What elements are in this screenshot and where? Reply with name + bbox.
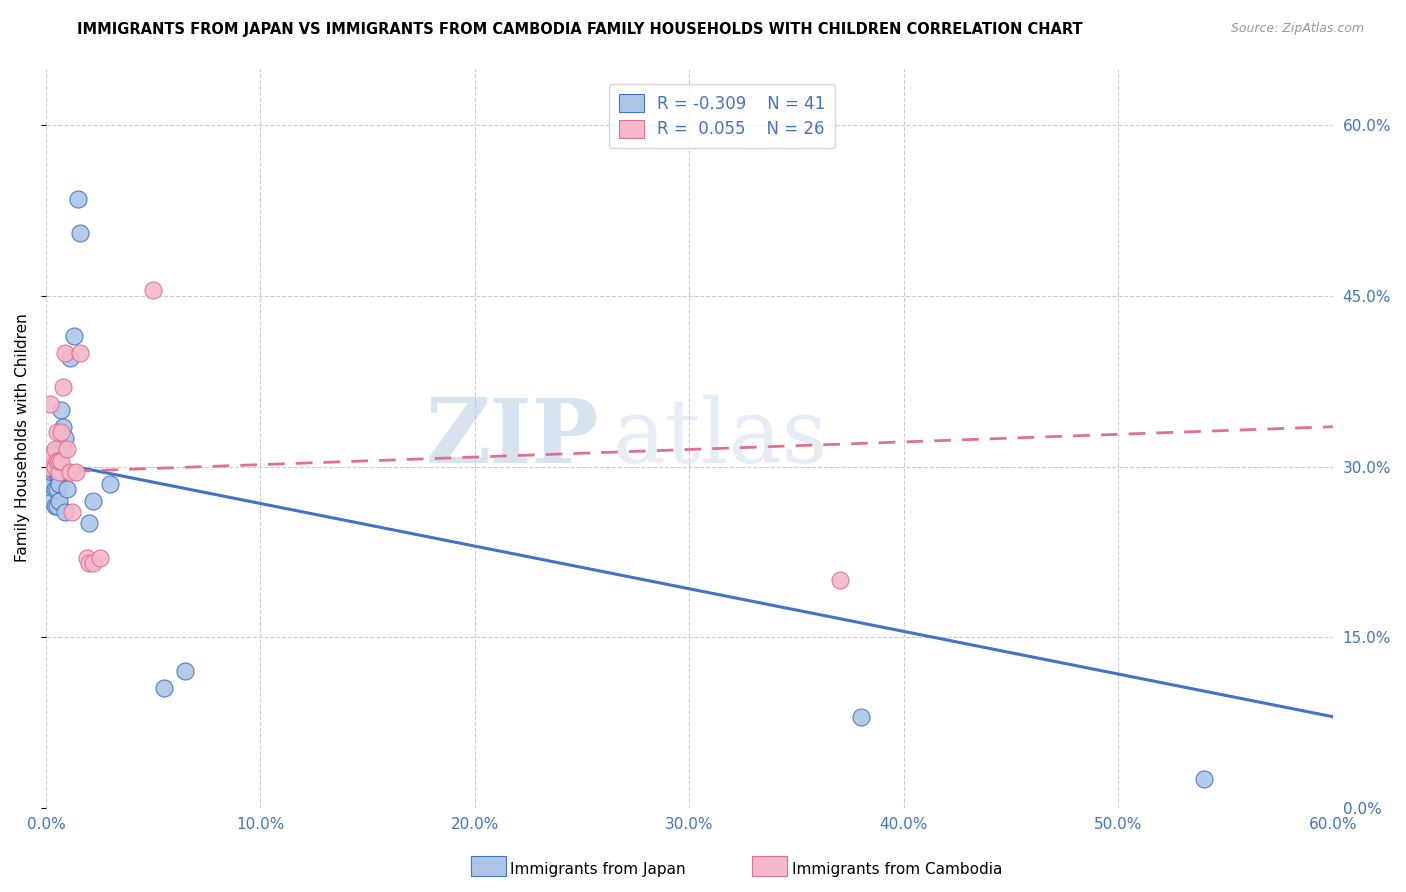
Point <box>53 505 76 519</box>
Point <box>77 556 100 570</box>
Point <box>89 550 111 565</box>
Point <box>41 448 63 462</box>
Point <box>41 465 63 479</box>
Point <box>53 431 76 445</box>
Y-axis label: Family Households with Children: Family Households with Children <box>15 314 30 563</box>
Point <box>52 419 75 434</box>
Point <box>82 493 104 508</box>
Point <box>48 493 70 508</box>
Point <box>41 448 63 462</box>
Point <box>153 681 176 696</box>
Point <box>82 556 104 570</box>
Point <box>48 454 70 468</box>
Point <box>63 328 86 343</box>
Point <box>828 573 851 587</box>
Point <box>45 483 67 497</box>
Point <box>37 465 59 479</box>
Point <box>53 346 76 360</box>
Point <box>45 448 67 462</box>
Point <box>52 380 75 394</box>
Point <box>76 550 98 565</box>
Point <box>44 500 66 514</box>
Point <box>69 227 91 241</box>
Point <box>44 459 66 474</box>
Point <box>39 459 62 474</box>
Point <box>44 459 66 474</box>
Point <box>56 442 79 457</box>
Point <box>142 283 165 297</box>
Point <box>65 465 87 479</box>
Point <box>52 442 75 457</box>
Point <box>98 476 121 491</box>
Point <box>48 465 70 479</box>
Text: IMMIGRANTS FROM JAPAN VS IMMIGRANTS FROM CAMBODIA FAMILY HOUSEHOLDS WITH CHILDRE: IMMIGRANTS FROM JAPAN VS IMMIGRANTS FROM… <box>77 22 1083 37</box>
Point <box>39 397 62 411</box>
Point <box>58 465 80 479</box>
Point <box>58 351 80 366</box>
Point <box>49 425 72 440</box>
Point <box>44 465 66 479</box>
Legend: R = -0.309    N = 41, R =  0.055    N = 26: R = -0.309 N = 41, R = 0.055 N = 26 <box>609 84 835 148</box>
Point <box>48 476 70 491</box>
Point <box>48 471 70 485</box>
Point <box>48 442 70 457</box>
Point <box>174 664 197 678</box>
Point <box>41 493 63 508</box>
Text: Immigrants from Japan: Immigrants from Japan <box>510 863 686 877</box>
Point <box>45 465 67 479</box>
Point <box>45 425 67 440</box>
Point <box>37 459 59 474</box>
Point <box>49 454 72 468</box>
Point <box>45 454 67 468</box>
Point <box>44 483 66 497</box>
Text: Source: ZipAtlas.com: Source: ZipAtlas.com <box>1230 22 1364 36</box>
Text: Immigrants from Cambodia: Immigrants from Cambodia <box>792 863 1002 877</box>
Point <box>67 192 90 206</box>
Point <box>39 476 62 491</box>
Point <box>849 709 872 723</box>
Text: atlas: atlas <box>612 394 827 482</box>
Point <box>44 442 66 457</box>
Point <box>45 500 67 514</box>
Text: ZIP: ZIP <box>426 394 599 482</box>
Point <box>69 346 91 360</box>
Point <box>77 516 100 531</box>
Point <box>49 402 72 417</box>
Point <box>60 505 83 519</box>
Point <box>49 465 72 479</box>
Point <box>1192 772 1215 787</box>
Point <box>56 483 79 497</box>
Point <box>48 454 70 468</box>
